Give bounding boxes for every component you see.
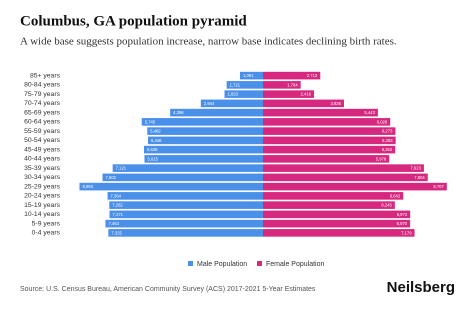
age-label: 30-34 years: [24, 174, 60, 181]
age-label: 20-24 years: [24, 193, 60, 200]
female-bar: [263, 164, 424, 172]
value-label: 7,463: [108, 221, 119, 226]
value-label: 2,416: [301, 92, 312, 97]
value-label: 5,446: [151, 138, 162, 143]
male-bar: [147, 127, 263, 135]
male-bar: [170, 108, 263, 117]
age-label: 75-79 years: [24, 91, 60, 98]
value-label: 6,972: [397, 212, 408, 217]
value-label: 1,823: [228, 92, 239, 97]
age-label: 70-74 years: [24, 100, 60, 107]
male-bar: [141, 118, 263, 126]
male-bar: [79, 182, 263, 191]
female-bar: [263, 136, 396, 145]
value-label: 5,443: [364, 110, 375, 115]
value-label: 7,121: [116, 166, 127, 171]
age-label: 15-19 years: [24, 202, 60, 209]
value-label: 5,745: [145, 119, 156, 124]
female-bar: [263, 127, 396, 135]
male-bar: [112, 164, 263, 172]
value-label: 7,282: [112, 203, 123, 208]
age-label: 10-14 years: [24, 211, 60, 218]
male-bar: [226, 81, 263, 89]
age-label: 25-29 years: [24, 183, 60, 190]
male-bar: [144, 155, 263, 163]
female-bar: [263, 118, 391, 126]
source-note: Source: U.S. Census Bureau, American Com…: [20, 286, 316, 293]
male-bar: [107, 192, 263, 200]
value-label: 5,978: [376, 156, 387, 161]
legend-swatch: [188, 261, 193, 266]
female-bar: [263, 99, 344, 108]
legend-label: Female Population: [266, 261, 324, 268]
male-bar: [102, 173, 263, 182]
value-label: 2,713: [307, 73, 318, 78]
value-label: 6,283: [382, 138, 393, 143]
age-label: 5-9 years: [32, 220, 61, 227]
age-label: 40-44 years: [24, 156, 60, 163]
value-label: 6,026: [377, 119, 388, 124]
male-bar: [109, 210, 263, 219]
female-bar: [263, 108, 378, 117]
age-label: 80-84 years: [24, 82, 60, 89]
male-bar: [105, 219, 263, 228]
female-bar: [263, 81, 301, 89]
value-label: 4,398: [173, 110, 184, 115]
value-label: 7,804: [414, 175, 425, 180]
value-label: 5,482: [150, 129, 161, 134]
female-bar: [263, 155, 390, 163]
age-label: 85+ years: [30, 72, 61, 79]
value-label: 7,623: [410, 166, 421, 171]
value-label: 6,642: [390, 193, 401, 198]
value-label: 7,364: [111, 193, 122, 198]
female-bar: [263, 90, 315, 98]
female-bar: [263, 182, 447, 191]
value-label: 8,693: [82, 184, 93, 189]
female-bar: [263, 192, 404, 200]
age-label: 55-59 years: [24, 128, 60, 135]
female-bar: [263, 201, 395, 209]
value-label: 6,245: [381, 203, 392, 208]
value-label: 1,784: [287, 82, 298, 87]
female-bar: [263, 173, 428, 182]
value-label: 2,944: [204, 101, 215, 106]
chart-subtitle: A wide base suggests population increase…: [20, 36, 397, 48]
age-label: 45-49 years: [24, 146, 60, 153]
female-bar: [263, 229, 415, 237]
male-bar: [143, 145, 263, 154]
female-bar: [263, 71, 321, 80]
value-label: 1,091: [243, 73, 254, 78]
male-bar: [239, 71, 263, 80]
brand-logo: Neilsberg: [387, 279, 455, 296]
value-label: 7,602: [106, 175, 117, 180]
value-label: 7,271: [113, 212, 124, 217]
value-label: 7,179: [401, 230, 412, 235]
value-label: 7,325: [111, 230, 122, 235]
value-label: 5,615: [147, 156, 158, 161]
female-bar: [263, 219, 411, 228]
chart-title: Columbus, GA population pyramid: [20, 13, 247, 29]
age-label: 0-4 years: [32, 230, 61, 237]
male-bar: [109, 201, 263, 209]
male-bar: [224, 90, 263, 98]
age-label: 50-54 years: [24, 137, 60, 144]
age-label: 65-69 years: [24, 109, 60, 116]
value-label: 8,707: [433, 184, 444, 189]
value-label: 1,721: [230, 82, 241, 87]
female-bar: [263, 145, 396, 154]
male-bar: [148, 136, 263, 145]
legend-label: Male Population: [197, 261, 247, 268]
value-label: 6,970: [397, 221, 408, 226]
value-label: 3,836: [330, 101, 341, 106]
age-label: 35-39 years: [24, 165, 60, 172]
male-bar: [200, 99, 263, 108]
value-label: 6,273: [382, 129, 393, 134]
female-bar: [263, 210, 411, 219]
value-label: 6,262: [382, 147, 393, 152]
legend-swatch: [257, 261, 262, 266]
male-bar: [108, 229, 263, 237]
value-label: 5,638: [147, 147, 158, 152]
age-label: 60-64 years: [24, 119, 60, 126]
